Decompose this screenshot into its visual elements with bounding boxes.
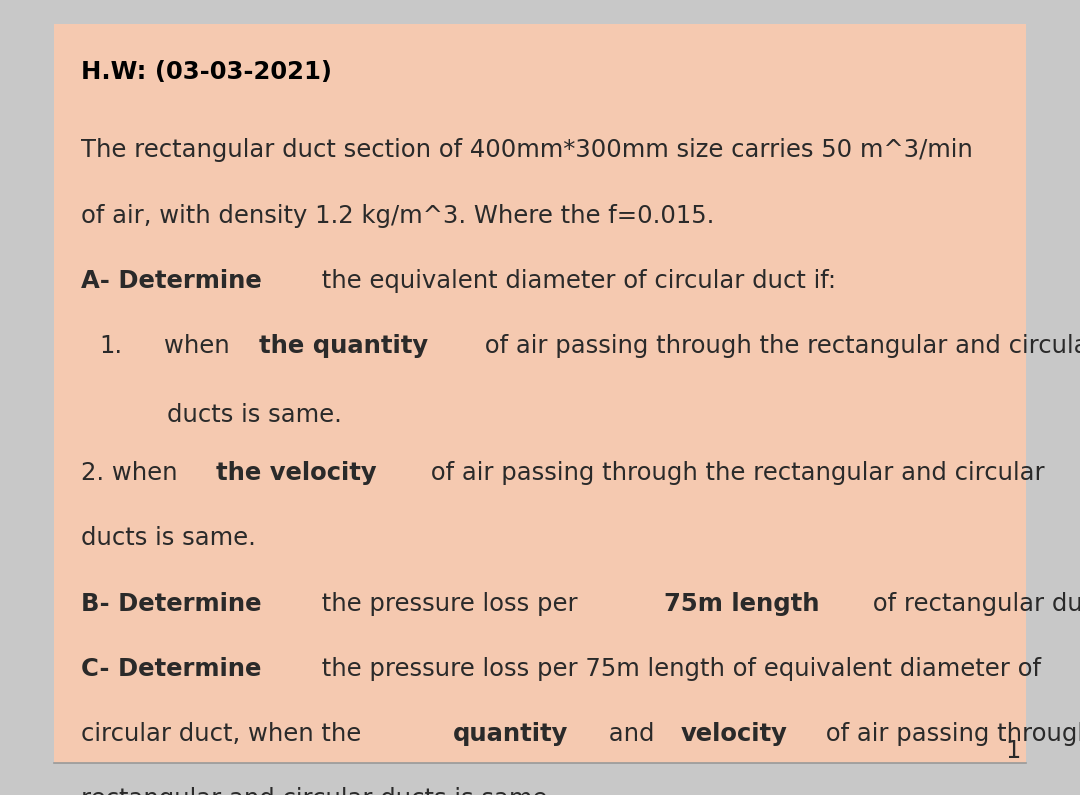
FancyBboxPatch shape [54, 24, 1026, 763]
Text: 2. when: 2. when [81, 461, 186, 485]
Text: the velocity: the velocity [216, 461, 376, 485]
Text: 75m length: 75m length [664, 591, 820, 615]
Text: the quantity: the quantity [259, 334, 428, 358]
Text: the equivalent diameter of circular duct if:: the equivalent diameter of circular duct… [314, 269, 836, 293]
Text: of air passing through the rectangular and circular: of air passing through the rectangular a… [477, 334, 1080, 358]
Text: of air passing through the rectangular and circular: of air passing through the rectangular a… [422, 461, 1044, 485]
Text: rectangular and circular ducts is same .: rectangular and circular ducts is same . [81, 787, 563, 795]
Text: ducts is same.: ducts is same. [167, 402, 342, 426]
Text: of air passing through the: of air passing through the [819, 722, 1080, 746]
Text: quantity: quantity [453, 722, 568, 746]
Text: A- Determine: A- Determine [81, 269, 261, 293]
Text: C- Determine: C- Determine [81, 657, 261, 681]
Text: of air, with density 1.2 kg/m^3. Where the f=0.015.: of air, with density 1.2 kg/m^3. Where t… [81, 204, 714, 227]
Text: H.W: (03-03-2021): H.W: (03-03-2021) [81, 60, 332, 83]
Text: 1: 1 [1005, 739, 1021, 763]
Text: velocity: velocity [680, 722, 787, 746]
Text: B- Determine: B- Determine [81, 591, 261, 615]
Text: The rectangular duct section of 400mm*300mm size carries 50 m^3/min: The rectangular duct section of 400mm*30… [81, 138, 973, 162]
Text: 1.: 1. [99, 334, 122, 358]
Text: of rectangular duct.: of rectangular duct. [865, 591, 1080, 615]
Text: the pressure loss per 75m length of equivalent diameter of: the pressure loss per 75m length of equi… [314, 657, 1041, 681]
Text: the pressure loss per: the pressure loss per [314, 591, 585, 615]
Text: when: when [164, 334, 238, 358]
Text: and: and [602, 722, 663, 746]
Text: circular duct, when the: circular duct, when the [81, 722, 369, 746]
Text: ducts is same.: ducts is same. [81, 526, 256, 550]
